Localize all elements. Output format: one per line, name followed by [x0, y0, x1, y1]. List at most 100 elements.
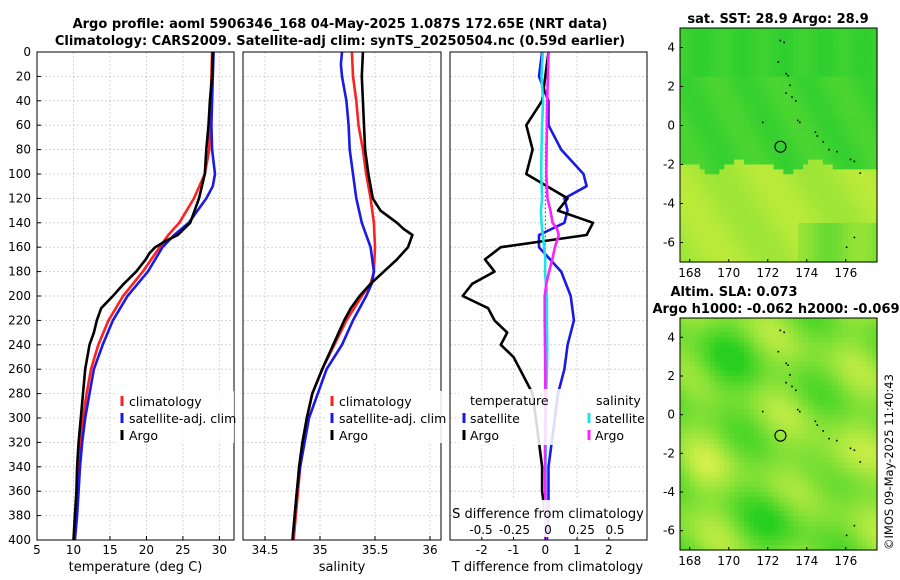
map-cell	[729, 106, 735, 112]
map-cell	[842, 67, 849, 73]
map-cell	[817, 154, 824, 161]
map-cell	[699, 140, 706, 146]
map-cell	[704, 482, 711, 488]
map-cell	[773, 414, 780, 421]
island-marker	[787, 364, 789, 366]
map-cell	[739, 247, 745, 253]
map-cell	[783, 110, 789, 117]
map-cell	[832, 106, 839, 112]
map-cell	[689, 149, 696, 156]
map-cell	[744, 414, 750, 421]
map-cell	[719, 516, 725, 522]
map-cell	[808, 198, 814, 205]
map-cell	[847, 188, 853, 195]
map-cell	[748, 67, 755, 73]
map-cell	[783, 218, 789, 224]
map-cell	[763, 467, 770, 474]
map-cell	[793, 198, 799, 205]
map-cell	[817, 223, 824, 229]
map-cell	[753, 76, 760, 83]
map-cell	[680, 62, 686, 68]
map-cell	[793, 120, 799, 127]
map-cell	[734, 318, 740, 324]
map-cell	[699, 419, 706, 425]
map-cell	[689, 76, 696, 83]
map-cell	[768, 257, 775, 263]
map-cell	[847, 47, 853, 53]
island-marker	[814, 131, 817, 133]
map-cell	[704, 223, 711, 229]
x-tick-label: 2	[605, 543, 613, 557]
map-cell	[857, 530, 863, 537]
map-cell	[857, 463, 863, 469]
map-cell	[729, 81, 735, 88]
map-cell	[793, 218, 799, 224]
map-cell	[753, 164, 760, 170]
map-cell	[758, 496, 765, 503]
map-cell	[748, 332, 755, 338]
map-cell	[783, 448, 789, 454]
map-cell	[689, 164, 696, 170]
map-cell	[827, 120, 834, 127]
map-cell	[684, 535, 691, 541]
map-cell	[812, 47, 819, 53]
map-cell	[808, 149, 814, 156]
map-cell	[763, 535, 770, 541]
map-cell	[788, 223, 794, 229]
map-cell	[842, 501, 849, 508]
map-cell	[862, 501, 868, 508]
map-cell	[872, 424, 878, 430]
map-cell	[817, 492, 824, 498]
map-cell	[857, 337, 863, 343]
map-cell	[847, 227, 853, 234]
map-cell	[680, 405, 686, 411]
map-cell	[689, 198, 696, 205]
map-cell	[867, 429, 873, 435]
map-cell	[744, 477, 750, 483]
map-cell	[714, 47, 720, 53]
map-cell	[832, 409, 839, 416]
map-cell	[709, 86, 716, 92]
map-cell	[832, 257, 839, 263]
map-cell	[827, 477, 834, 483]
map-cell	[753, 193, 760, 200]
map-cell	[689, 188, 696, 195]
map-cell	[680, 327, 686, 334]
map-cell	[758, 366, 765, 372]
series-line-argo	[72, 51, 215, 541]
map-cell	[872, 482, 878, 488]
map-cell	[822, 169, 829, 175]
map-cell	[872, 86, 878, 92]
map-cell	[709, 198, 716, 205]
x-axis-label: temperature (deg C)	[69, 560, 203, 575]
map-cell	[822, 385, 829, 392]
map-cell	[773, 530, 780, 537]
map-cell	[768, 174, 775, 180]
map-cell	[822, 193, 829, 200]
map-cell	[724, 511, 730, 517]
map-cell	[744, 184, 750, 190]
map-cell	[857, 327, 863, 334]
map-cell	[778, 356, 785, 363]
map-cell	[680, 28, 686, 34]
map-cell	[837, 332, 844, 338]
map-cell	[803, 467, 809, 474]
map-cell	[788, 252, 794, 258]
map-cell	[852, 81, 858, 88]
map-cell	[729, 521, 735, 527]
map-cell	[842, 405, 849, 411]
map-cell	[734, 525, 740, 532]
map-cell	[719, 223, 725, 229]
map-cell	[719, 57, 725, 63]
map-cell	[783, 477, 789, 483]
map-y-tick-label: -6	[663, 236, 675, 250]
map-cell	[862, 257, 868, 263]
map-cell	[729, 342, 735, 348]
map-cell	[798, 164, 804, 170]
map-cell	[724, 42, 730, 49]
map-cell	[803, 32, 809, 39]
map-cell	[842, 545, 849, 551]
map-cell	[857, 482, 863, 488]
map-cell	[719, 32, 725, 39]
map-cell	[748, 86, 755, 92]
